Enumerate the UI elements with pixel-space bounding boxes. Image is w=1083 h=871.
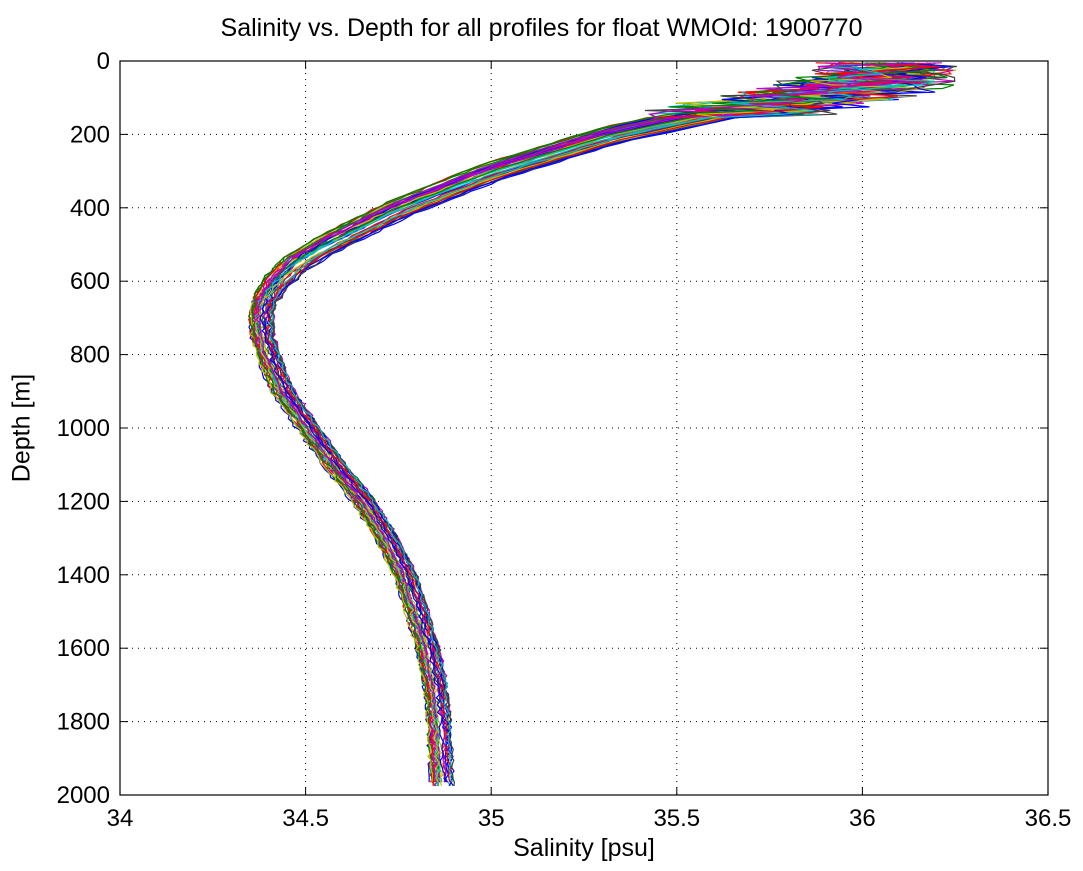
y-tick-label: 0 [97,48,110,75]
x-axis-label: Salinity [psu] [513,834,655,862]
series-group [247,62,957,787]
y-tick-label: 1600 [57,635,110,662]
y-tick-label: 1200 [57,488,110,515]
x-tick-label: 36 [849,805,876,832]
y-tick-label: 2000 [57,782,110,809]
y-tick-label: 600 [70,268,110,295]
x-tick-label: 35 [478,805,505,832]
y-tick-label: 400 [70,195,110,222]
grid [120,61,1048,795]
x-tick-label: 36.5 [1025,805,1072,832]
x-tick-label: 34.5 [282,805,329,832]
chart-title: Salinity vs. Depth for all profiles for … [220,14,863,42]
y-tick-label: 200 [70,121,110,148]
y-tick-label: 1400 [57,562,110,589]
profile-line [256,62,940,783]
profile-line [254,62,928,783]
x-tick-label: 35.5 [653,805,700,832]
profile-line [264,62,951,783]
plot-background [120,61,1048,795]
profile-line [268,62,935,783]
y-tick-label: 800 [70,342,110,369]
profile-line [266,62,941,783]
x-tick-label: 34 [107,805,134,832]
y-axis-label: Depth [m] [7,373,36,483]
axes: 34 34.5 35 35.5 36 36.5 0 200 400 600 800 1000 1200 1… [57,48,1072,832]
profile-line [251,62,937,717]
y-tick-label: 1000 [57,415,110,442]
profile-line [255,62,942,713]
y-tick-label: 1800 [57,709,110,736]
